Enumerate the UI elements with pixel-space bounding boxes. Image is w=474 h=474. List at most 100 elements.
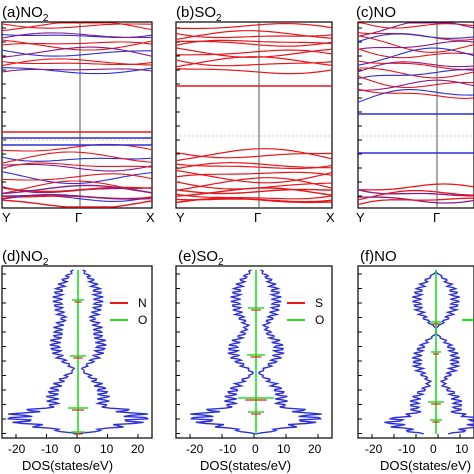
legend-d-n-label: N: [138, 296, 147, 310]
band-a-band-line-17: [1, 171, 153, 185]
dos-e-tick-5: 20: [308, 442, 322, 456]
band-b-tick-gamma: Γ: [254, 210, 261, 225]
band-a-band-line-7: [1, 46, 153, 58]
band-c-band-line-7: [357, 47, 474, 66]
band-c-tick-y: Y: [356, 210, 365, 225]
dos-e-dos-total-left: [190, 269, 257, 435]
dos-d-tick-1: -20: [8, 442, 26, 456]
band-b-tick-y: Y: [176, 210, 185, 225]
band-b-band-line-7: [175, 59, 333, 67]
dos-d-tick-3: 0: [74, 442, 81, 456]
band-c-band-line-18: [357, 189, 474, 201]
panel-e-title: (e)SO2: [178, 248, 224, 268]
band-b-band-line-17: [175, 177, 333, 191]
band-b-band-line-8: [175, 56, 333, 68]
dos-panel-f: [357, 265, 474, 439]
dos-panel-e: [175, 265, 333, 439]
band-b-band-line-19: [175, 188, 333, 195]
band-c-band-line-3: [357, 33, 474, 43]
band-a-band-line-18: [2, 173, 153, 181]
band-b-band-line-0: [176, 23, 333, 30]
dos-d-dos-total-right: [77, 269, 149, 435]
band-b-frame: [175, 21, 333, 209]
dos-d-tick-2: -10: [41, 442, 59, 456]
band-a-frame: [1, 21, 153, 209]
dos-d-dos-total-left: [7, 269, 79, 435]
band-b-band-line-18: [175, 193, 333, 200]
panel-b-title: (b)SO2: [176, 4, 222, 24]
band-c-band-line-9: [357, 61, 474, 73]
dos-d-tick-5: 20: [131, 442, 145, 456]
band-c-band-line-14: [357, 88, 474, 99]
legend-d: N O: [110, 296, 147, 327]
legend-e-o-label: O: [315, 313, 324, 327]
dos-e-dos-total-right: [255, 269, 322, 435]
dos-f-dos-total-left: [384, 270, 437, 435]
band-b-band-line-13: [175, 161, 333, 170]
dos-d-tick-4: 10: [100, 442, 114, 456]
band-a-band-line-10: [2, 67, 153, 75]
band-c-band-line-6: [357, 48, 474, 59]
band-a-tick-y: Y: [2, 210, 11, 225]
band-b-tick-x: X: [326, 210, 335, 225]
band-c-band-line-16: [357, 183, 474, 191]
band-a-band-line-9: [1, 58, 153, 67]
dos-f-tick-4: 10: [455, 442, 469, 456]
dos-d-xticks: -20 -10 0 10 20: [8, 442, 145, 456]
dos-e-xlabel: DOS(states/eV): [200, 458, 291, 473]
band-b-band-line-5: [175, 47, 333, 58]
band-b-band-line-22: [175, 197, 333, 204]
band-c-band-line-10: [358, 67, 474, 79]
band-a-tick-gamma: Γ: [75, 210, 82, 225]
dos-f-xlabel: DOS(states/eV): [380, 458, 471, 473]
band-b-band-line-12: [175, 163, 333, 170]
band-a-band-line-15: [1, 163, 153, 172]
band-b-band-line-4: [175, 39, 333, 46]
band-structure-panel-b: [175, 21, 333, 209]
dos-panel-d: [1, 265, 153, 439]
band-structure-panel-c: [357, 21, 474, 209]
dos-e-tick-4: 10: [277, 442, 291, 456]
band-b-band-line-9: [175, 68, 333, 75]
legend-d-o-label: O: [138, 313, 147, 327]
band-b-band-line-11: [175, 148, 333, 162]
band-c-band-line-13: [358, 79, 474, 91]
dos-d-xlabel: DOS(states/eV): [22, 458, 113, 473]
panel-f-title: (f)NO: [360, 248, 397, 265]
band-a-band-line-14: [1, 151, 153, 164]
band-c-band-line-1: [357, 22, 474, 37]
dos-e-tick-2: -10: [219, 442, 237, 456]
band-b-band-line-20: [175, 187, 333, 197]
panel-c-title: (c)NO: [356, 4, 396, 21]
dos-e-tick-1: -20: [186, 442, 204, 456]
band-c-band-line-8: [357, 60, 474, 70]
band-a-band-line-25: [1, 194, 153, 200]
band-a-band-line-3: [1, 32, 152, 39]
band-c-band-line-5: [357, 40, 474, 50]
band-c-band-line-20: [357, 197, 474, 206]
band-c-tick-gamma: Γ: [433, 210, 440, 225]
legend-e-s-label: S: [315, 296, 323, 310]
dos-e-xticks: -20 -10 0 10 20: [186, 442, 322, 456]
band-a-band-line-4: [1, 39, 153, 51]
dos-f-tick-2: -10: [398, 442, 416, 456]
band-structure-panel-a: [1, 21, 153, 209]
band-a-band-line-23: [1, 184, 153, 195]
band-a-band-line-11: [1, 68, 153, 73]
dos-f-xticks: -20 -10 0 10: [365, 442, 469, 456]
legend-e: S O: [287, 296, 324, 327]
band-b-band-line-6: [176, 49, 333, 56]
dos-e-tick-3: 0: [252, 442, 259, 456]
band-b-band-line-15: [175, 171, 333, 178]
dos-f-tick-1: -20: [365, 442, 383, 456]
panel-d-title: (d)NO2: [2, 248, 49, 268]
dos-f-tick-3: 0: [430, 442, 437, 456]
band-b-band-line-2: [175, 30, 333, 40]
panel-a-title: (a)NO2: [2, 4, 49, 24]
band-a-band-line-5: [1, 41, 153, 46]
dos-f-dos-total-right: [435, 270, 474, 435]
band-c-frame: [357, 21, 474, 209]
band-c-band-line-15: [357, 89, 474, 103]
band-c-band-line-4: [357, 35, 474, 53]
